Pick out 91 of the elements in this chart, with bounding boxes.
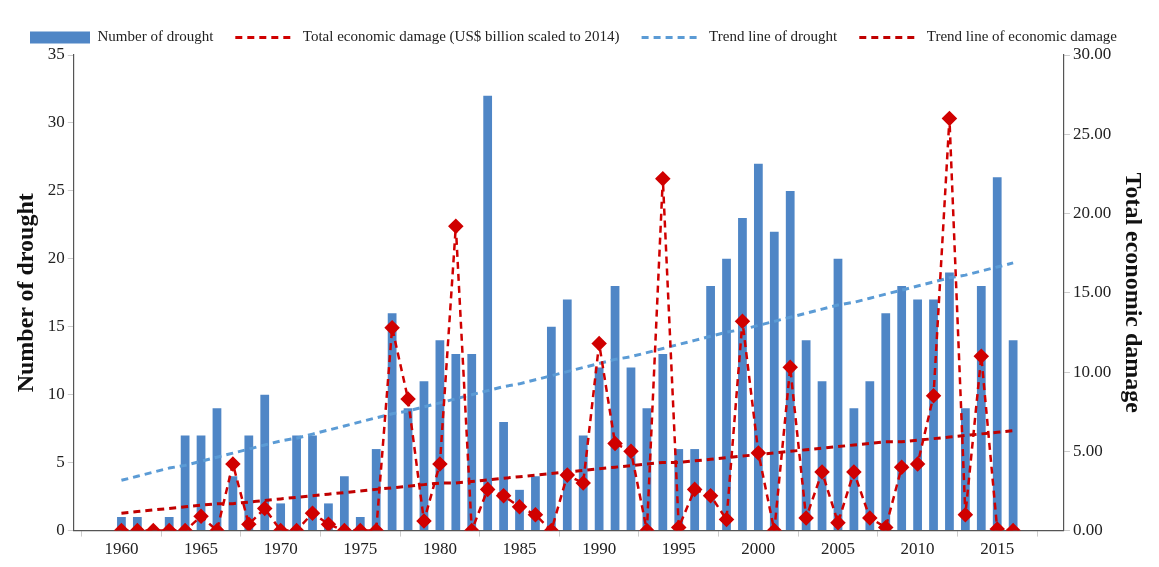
bar (706, 286, 715, 531)
x-tick-label: 2005 (820, 539, 855, 559)
point (448, 218, 464, 234)
point (846, 464, 862, 480)
point (241, 517, 257, 531)
point (591, 336, 607, 351)
point (830, 515, 846, 530)
point (560, 467, 575, 483)
x-tick-label: 1965 (184, 539, 219, 559)
bar (594, 367, 604, 531)
point (687, 482, 702, 497)
point (735, 314, 750, 329)
point (910, 456, 925, 472)
bar (722, 258, 731, 531)
point (321, 517, 336, 531)
bar (483, 95, 493, 531)
y2-tick-label: 15.00 (1072, 282, 1112, 302)
bar (451, 353, 461, 531)
bar (945, 272, 954, 531)
point (623, 444, 639, 459)
point (305, 505, 320, 521)
legend-label: Trend line of drought (709, 28, 839, 45)
line-series (119, 429, 1015, 515)
bar (738, 218, 747, 531)
bar (913, 299, 922, 531)
point (257, 501, 272, 516)
y2-tick-label: 20.00 (1072, 203, 1112, 222)
point (974, 348, 989, 364)
point (432, 456, 448, 472)
y2-tick-label: 30.00 (1072, 44, 1112, 64)
point (480, 482, 495, 497)
point (751, 445, 766, 461)
bar (897, 286, 907, 531)
bar (658, 353, 668, 531)
point (719, 512, 734, 527)
x-tick-label: 2010 (900, 539, 935, 559)
point (400, 391, 416, 407)
point (926, 388, 941, 404)
y-tick-label: 0 (56, 520, 65, 540)
point (894, 459, 909, 475)
point (496, 488, 511, 503)
point (798, 510, 814, 526)
y-axis-title: Number of drought (11, 193, 38, 393)
point (512, 499, 527, 515)
line-series (119, 261, 1015, 482)
bar (865, 381, 875, 531)
x-tick-label: 1995 (661, 539, 696, 559)
legend-label: Trend line of economic damage (926, 28, 1118, 45)
bar (929, 299, 938, 531)
x-tick-label: 2015 (980, 539, 1015, 559)
point (703, 488, 718, 503)
y-tick-label: 20 (47, 248, 65, 268)
point (193, 509, 209, 524)
bar (562, 299, 572, 531)
x-tick-label: 1990 (582, 539, 617, 559)
y-tick-label: 5 (56, 452, 65, 472)
point (384, 320, 400, 335)
point (671, 520, 686, 531)
y2-tick-label: 0.00 (1072, 520, 1103, 540)
point (575, 475, 591, 491)
x-tick-label: 1960 (104, 539, 139, 559)
point (416, 513, 432, 529)
point (878, 520, 893, 531)
y2-tick-label: 5.00 (1072, 440, 1103, 460)
x-tick-label: 1970 (263, 539, 298, 559)
y-tick-label: 25 (47, 180, 65, 200)
legend-label: Number of drought (97, 28, 215, 45)
y2-tick-label: 10.00 (1072, 361, 1112, 381)
point (655, 171, 671, 186)
x-tick-label: 1985 (502, 539, 537, 559)
point (942, 111, 957, 126)
x-tick-label: 2000 (741, 539, 776, 559)
point (958, 507, 973, 522)
point (528, 507, 543, 522)
x-tick-label: 1975 (343, 539, 378, 559)
y-tick-label: 15 (47, 316, 65, 336)
y2-tick-label: 25.00 (1072, 123, 1112, 143)
point (814, 464, 830, 480)
bar (785, 190, 795, 531)
y-tick-label: 35 (47, 44, 65, 64)
x-tick-label: 1980 (422, 539, 457, 559)
y-tick-label: 10 (47, 384, 65, 404)
point (782, 360, 798, 375)
legend-label: Total economic damage (US$ billion scaled to 2014) (302, 28, 620, 46)
point (862, 510, 878, 526)
point (225, 456, 241, 472)
point (607, 436, 623, 451)
y2-axis-title: Total economic damage (1121, 172, 1148, 414)
y-tick-label: 30 (47, 112, 65, 132)
bar (976, 286, 986, 531)
bar (753, 163, 763, 531)
